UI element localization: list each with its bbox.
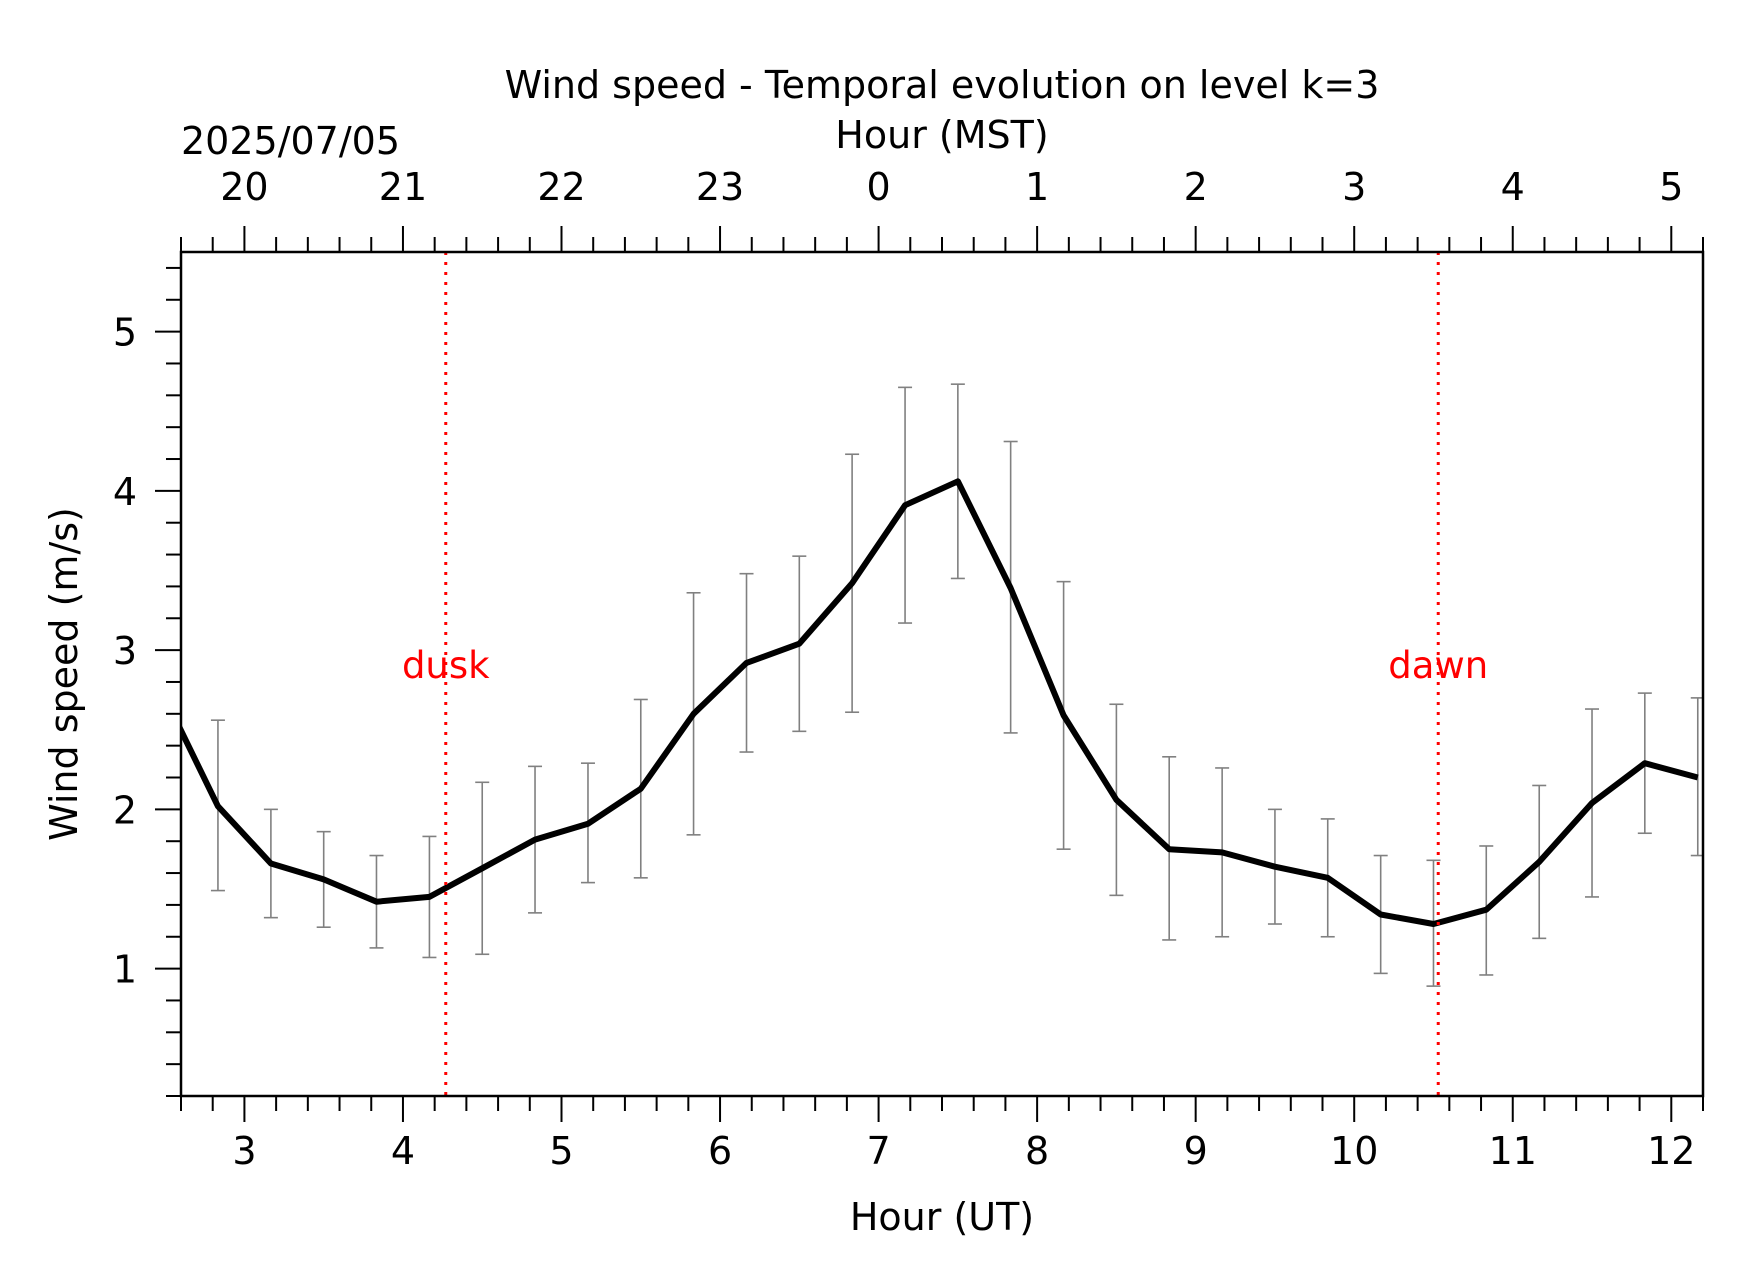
y-axis-left: 1 2 3 4 5 — [113, 266, 181, 1097]
date-label: 2025/07/05 — [181, 119, 400, 163]
x2-tick-label: 1 — [1025, 165, 1049, 209]
x-tick-label: 6 — [708, 1129, 732, 1173]
x-tick-label: 11 — [1489, 1129, 1537, 1173]
top-axis-title: Hour (MST) — [835, 113, 1048, 157]
x-axis-title: Hour (UT) — [850, 1195, 1034, 1239]
y-axis-title: Wind speed (m/s) — [42, 507, 86, 841]
event-label-dawn: dawn — [1388, 644, 1488, 687]
x-axis-top: 20 21 22 23 0 1 2 3 4 5 — [180, 165, 1704, 252]
x-tick-label: 4 — [391, 1129, 415, 1173]
x-axis-bottom: 3 4 5 6 7 8 9 10 11 12 — [180, 1096, 1704, 1173]
x2-tick-label: 5 — [1659, 165, 1683, 209]
x2-tick-label: 4 — [1501, 165, 1525, 209]
x-tick-label: 3 — [232, 1129, 256, 1173]
x2-tick-label: 2 — [1184, 165, 1208, 209]
y-tick-label: 5 — [113, 311, 137, 355]
x-tick-label: 9 — [1184, 1129, 1208, 1173]
x2-tick-label: 0 — [866, 165, 890, 209]
event-label-dusk: dusk — [402, 644, 490, 687]
x-tick-label: 8 — [1025, 1129, 1049, 1173]
x2-tick-label: 22 — [537, 165, 585, 209]
x2-tick-label: 21 — [379, 165, 427, 209]
y-tick-label: 1 — [113, 948, 137, 992]
y-tick-label: 2 — [113, 788, 137, 832]
x-tick-label: 10 — [1330, 1129, 1378, 1173]
wind-speed-line — [181, 478, 1699, 927]
x-tick-label: 7 — [866, 1129, 890, 1173]
event-markers: dusk dawn — [402, 252, 1488, 1096]
x-tick-label: 5 — [549, 1129, 573, 1173]
x2-tick-label: 20 — [220, 165, 268, 209]
x2-tick-label: 3 — [1342, 165, 1366, 209]
x2-tick-label: 23 — [696, 165, 744, 209]
y-tick-label: 3 — [113, 629, 137, 673]
chart-title: Wind speed - Temporal evolution on level… — [505, 63, 1380, 107]
x-tick-label: 12 — [1647, 1129, 1695, 1173]
y-tick-label: 4 — [113, 470, 137, 514]
